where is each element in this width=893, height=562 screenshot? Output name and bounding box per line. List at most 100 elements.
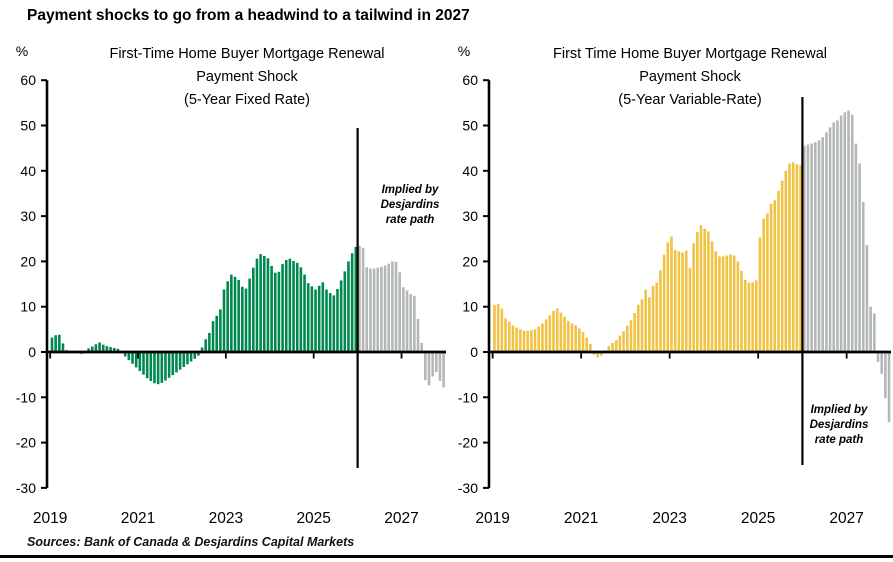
bar [570, 323, 574, 352]
chart-title-line: First Time Home Buyer Mortgage Renewal [553, 46, 827, 62]
bar [633, 313, 636, 352]
figure-title: Payment shocks to go from a headwind to … [27, 7, 470, 24]
forecast-annotation-line: Implied by [382, 184, 439, 196]
bar [266, 258, 270, 352]
source-note: Sources: Bank of Canada & Desjardins Cap… [27, 535, 355, 549]
bar [766, 213, 769, 352]
bar [306, 283, 310, 352]
bar [839, 115, 843, 352]
bar [358, 246, 361, 352]
bar [149, 352, 153, 381]
bar [493, 304, 496, 352]
bar [211, 321, 215, 352]
bar [507, 321, 511, 352]
bar [167, 352, 171, 378]
y-axis-label: 20 [20, 253, 36, 269]
bar [90, 346, 94, 352]
bar [755, 280, 758, 352]
bar [743, 279, 747, 352]
fixed-rate-chart-bars [50, 246, 445, 388]
bar [703, 228, 706, 352]
bar [343, 271, 347, 352]
bar [522, 330, 526, 352]
x-axis-label: 2027 [829, 510, 863, 527]
bar [762, 218, 765, 352]
x-axis-label: 2021 [121, 510, 155, 527]
bar [544, 319, 548, 352]
y-axis-label: 30 [20, 208, 36, 224]
bar [310, 286, 314, 352]
bar [581, 332, 585, 352]
bar [219, 309, 222, 352]
bar [299, 267, 303, 352]
bar [336, 289, 339, 352]
bar [112, 347, 116, 352]
bar [105, 346, 109, 352]
bar [361, 247, 365, 352]
bar [255, 258, 259, 352]
bar [270, 265, 273, 352]
bar [405, 290, 409, 352]
y-axis-label: 10 [462, 299, 478, 315]
bar [648, 297, 651, 352]
bar [409, 294, 412, 352]
bar [677, 251, 681, 352]
bar [696, 231, 699, 352]
bar [281, 264, 284, 352]
bar [273, 272, 277, 353]
bar [555, 308, 559, 352]
bar [832, 122, 836, 352]
bar [500, 308, 504, 352]
bar [171, 352, 175, 376]
bar [729, 254, 732, 352]
y-axis-label: -20 [16, 435, 36, 451]
bar [791, 162, 795, 352]
bar [769, 203, 773, 352]
bar [189, 352, 193, 362]
bar [435, 352, 438, 372]
bar [420, 342, 423, 352]
bar [204, 339, 208, 352]
bar [659, 270, 662, 352]
bar [402, 287, 405, 352]
bar [109, 347, 112, 352]
bar [317, 285, 321, 352]
bar [233, 276, 237, 352]
y-axis-label: 40 [20, 163, 36, 179]
bar [681, 252, 684, 352]
bar [94, 344, 98, 352]
bar [164, 352, 167, 381]
bar [511, 325, 515, 352]
bar [692, 243, 695, 352]
bar [244, 288, 248, 352]
bar [496, 303, 500, 352]
bar [350, 253, 354, 352]
y-axis-unit-label: % [16, 43, 28, 59]
bar [376, 267, 380, 352]
forecast-annotation-line: rate path [815, 434, 864, 446]
bar [175, 352, 178, 373]
bar [347, 261, 350, 352]
bar [182, 352, 186, 367]
x-axis-label: 2023 [209, 510, 243, 527]
bar [504, 318, 507, 352]
bar [814, 142, 817, 352]
bar [391, 261, 394, 352]
bar [519, 329, 522, 352]
bar [884, 352, 887, 399]
bar [880, 352, 883, 374]
bar [354, 246, 358, 352]
bar [541, 323, 544, 352]
y-axis-label: -30 [458, 480, 478, 496]
bar [655, 282, 659, 352]
y-axis-label: 60 [462, 72, 478, 88]
bar [134, 352, 138, 368]
bar [869, 306, 872, 352]
bar [637, 304, 640, 352]
bar [607, 346, 611, 352]
bar [777, 190, 780, 352]
chart-title-line: (5-Year Fixed Rate) [184, 92, 310, 108]
bar [578, 328, 581, 352]
bar [684, 250, 688, 352]
